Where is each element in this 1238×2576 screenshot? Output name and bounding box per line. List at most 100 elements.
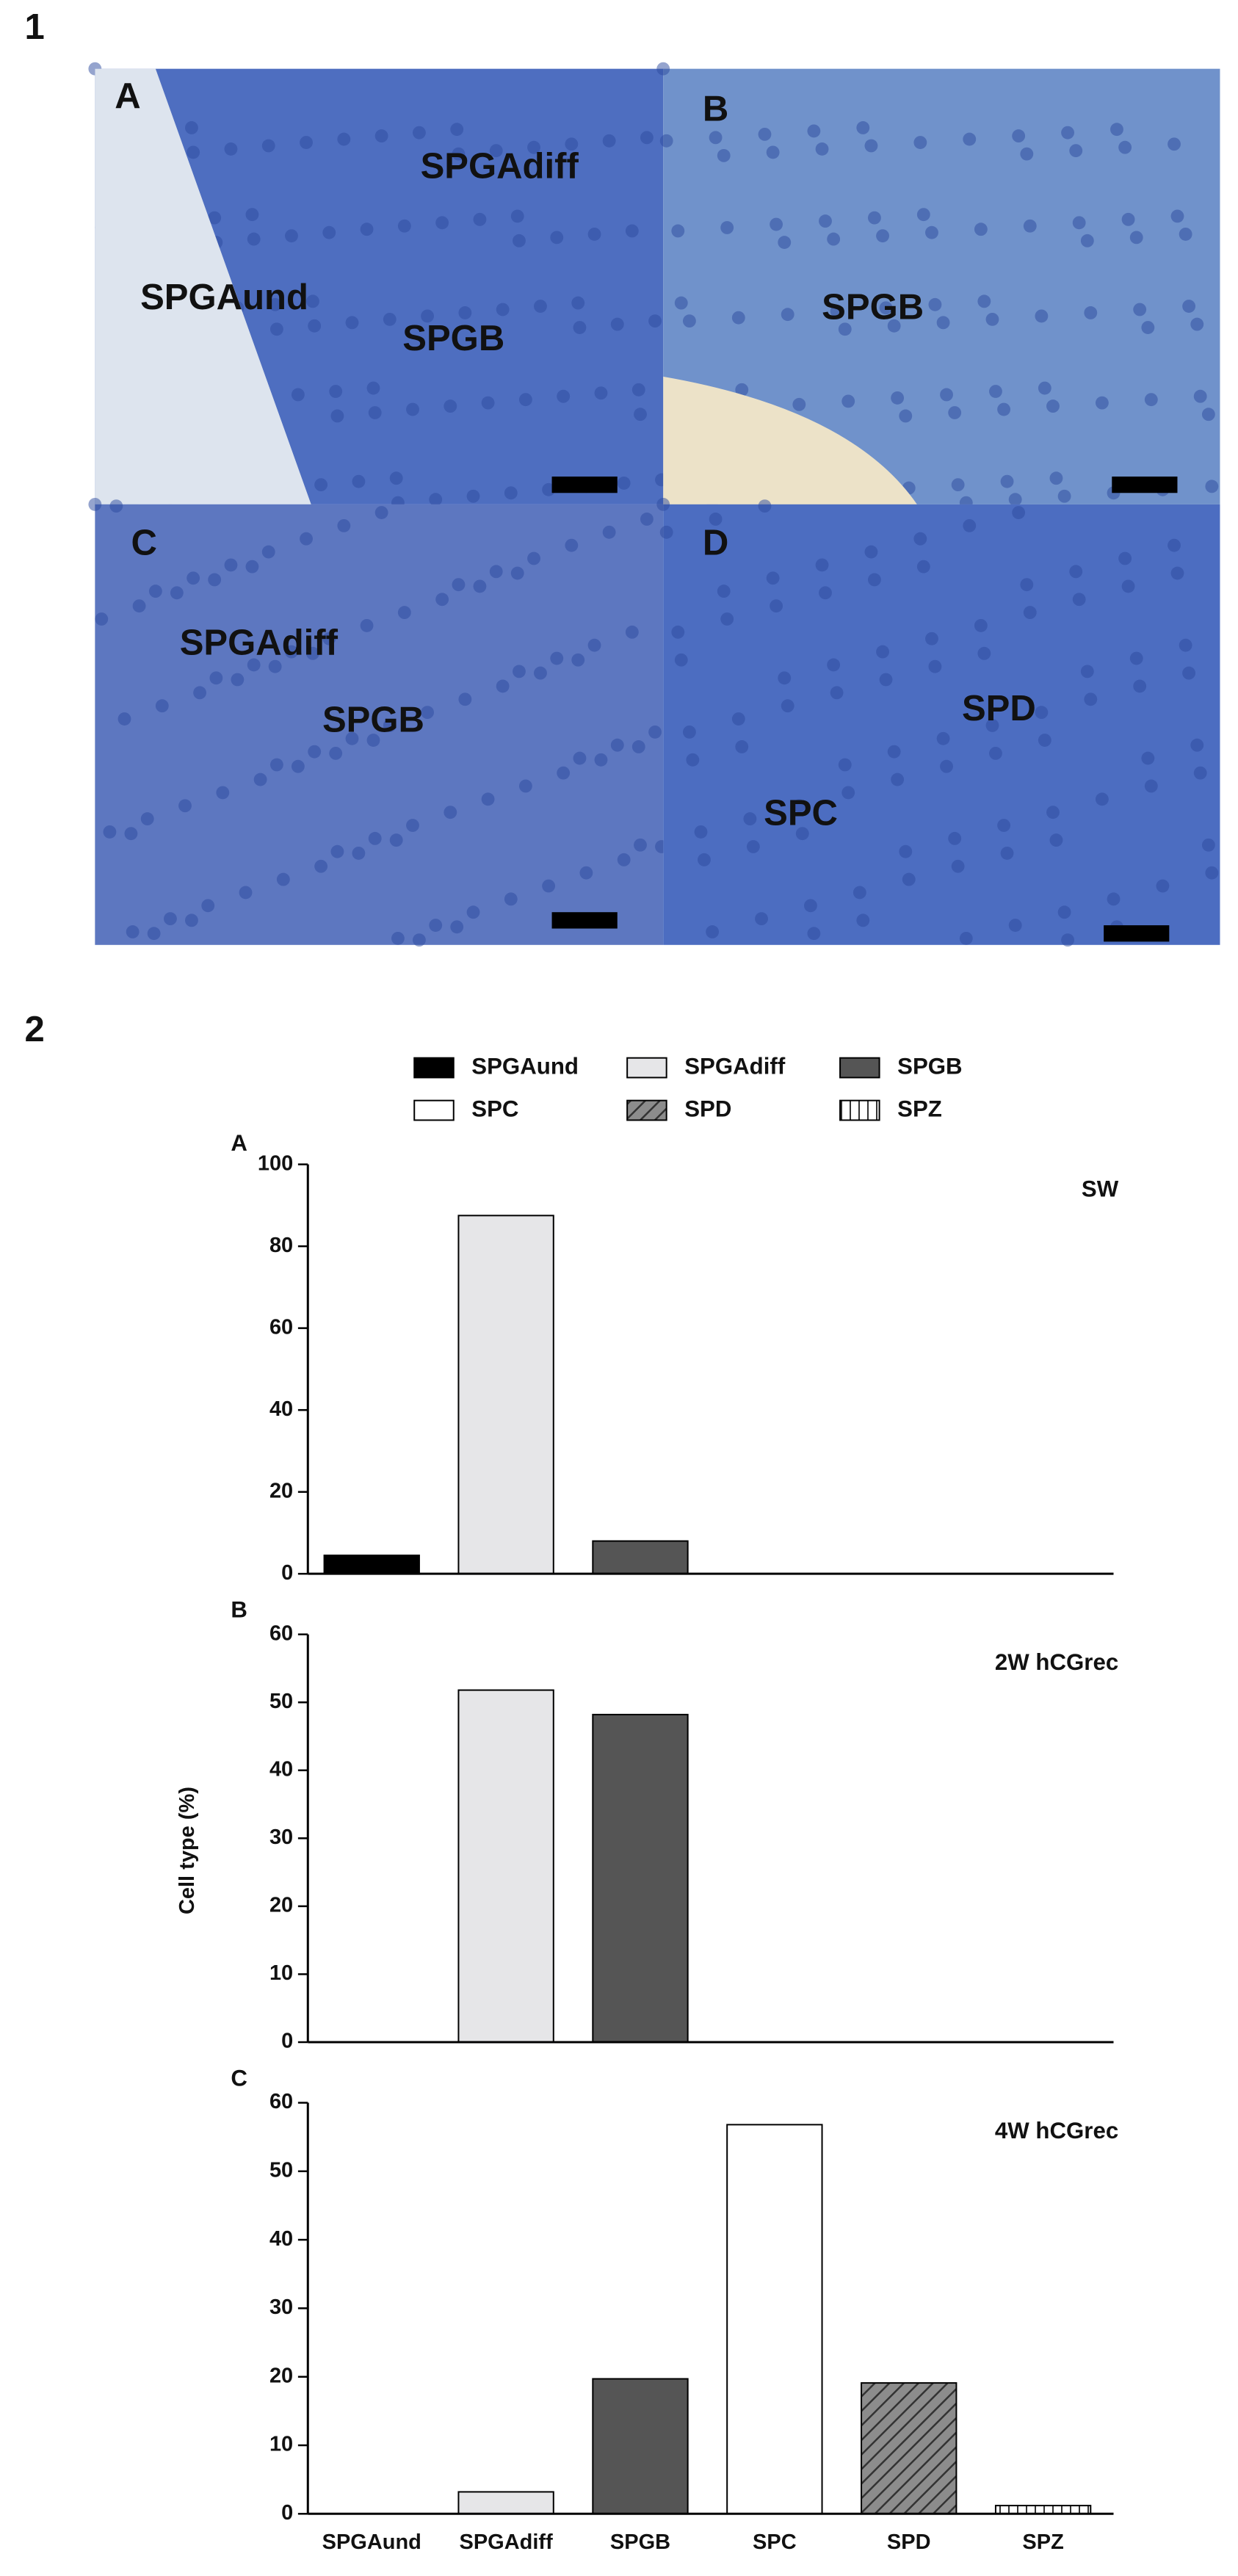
cell-texture — [706, 925, 720, 938]
cell-texture — [602, 525, 616, 539]
cell-texture — [1008, 493, 1022, 507]
cell-texture — [617, 853, 631, 866]
cell-texture — [435, 216, 449, 230]
y-tick-label: 30 — [269, 2295, 293, 2319]
cell-texture — [720, 612, 734, 626]
cell-label: SPGAdiff — [421, 147, 579, 187]
cell-texture — [1170, 209, 1184, 223]
figure-label: 1 — [24, 7, 44, 47]
cell-texture — [308, 319, 322, 333]
cell-texture — [435, 593, 449, 607]
cell-texture — [948, 406, 962, 419]
cell-texture — [209, 671, 223, 685]
cell-texture — [974, 222, 988, 236]
cell-texture — [671, 625, 685, 639]
micrograph-image — [663, 504, 1220, 945]
cell-texture — [253, 773, 267, 786]
cell-texture — [625, 625, 639, 639]
cell-texture — [518, 393, 532, 407]
panel-letter: D — [703, 524, 728, 563]
cell-texture — [770, 599, 783, 613]
cell-texture — [1012, 129, 1026, 143]
cell-texture — [1069, 565, 1083, 579]
cell-texture — [698, 853, 711, 866]
cell-texture — [1095, 396, 1109, 410]
cell-label: SPGB — [322, 700, 424, 739]
cell-texture — [1069, 144, 1083, 158]
cell-texture — [1012, 506, 1026, 519]
cell-texture — [322, 632, 336, 645]
scale-bar — [551, 912, 618, 929]
cell-texture — [640, 131, 654, 145]
cell-texture — [1133, 303, 1147, 316]
cell-texture — [1141, 321, 1155, 334]
cell-texture — [717, 148, 731, 162]
cell-label: SPD — [962, 689, 1036, 728]
legend-swatch — [839, 1099, 880, 1121]
cell-texture — [709, 131, 723, 145]
cell-texture — [314, 478, 328, 492]
cell-texture — [268, 659, 282, 673]
y-axis-label: Cell type (%) — [175, 1787, 199, 1914]
cell-texture — [269, 758, 283, 772]
cell-texture — [542, 482, 556, 496]
cell-texture — [671, 224, 685, 238]
cell-texture — [1205, 866, 1219, 880]
legend-label: SPGAund — [471, 1053, 579, 1079]
cell-texture — [421, 706, 434, 720]
y-tick-label: 40 — [269, 1397, 293, 1421]
cell-texture — [374, 506, 388, 519]
cell-texture — [686, 753, 700, 767]
cell-texture — [625, 224, 639, 238]
cell-texture — [792, 799, 806, 813]
cell-texture — [413, 126, 426, 140]
cell-texture — [406, 819, 419, 832]
cell-texture — [819, 214, 832, 228]
cell-texture — [513, 665, 526, 679]
cell-label: SPGAund — [140, 278, 308, 317]
cell-texture — [276, 872, 290, 886]
cell-texture — [1080, 234, 1094, 247]
cell-texture — [985, 719, 999, 732]
cell-texture — [766, 571, 780, 585]
panel-letter: C — [231, 2066, 247, 2091]
cell-texture — [557, 389, 571, 403]
chart-title: 2W hCGrec — [995, 1649, 1118, 1675]
cell-texture — [827, 232, 841, 246]
cell-texture — [1080, 665, 1094, 679]
y-tick-label: 60 — [269, 1315, 293, 1339]
micrograph-panel: C SPGAdiff SPGB — [88, 497, 668, 947]
cell-texture — [571, 653, 585, 667]
cell-texture — [1046, 399, 1060, 413]
cell-texture — [1049, 471, 1063, 485]
y-tick-label: 50 — [269, 2158, 293, 2182]
legend-label: SPC — [471, 1096, 518, 1121]
cell-texture — [876, 229, 889, 243]
cell-texture — [330, 409, 344, 423]
cell-texture — [550, 231, 564, 245]
cell-texture — [864, 545, 878, 559]
cell-texture — [1156, 879, 1170, 893]
cell-texture — [389, 471, 403, 485]
cell-texture — [391, 931, 405, 945]
cell-texture — [374, 129, 388, 143]
cell-texture — [269, 322, 283, 336]
cell-texture — [185, 913, 198, 927]
cell-texture — [891, 391, 905, 405]
cell-texture — [224, 558, 238, 572]
cell-label: SPGB — [402, 319, 504, 358]
cell-texture — [959, 931, 973, 945]
cell-texture — [1023, 606, 1037, 619]
y-tick-label: 20 — [269, 1479, 293, 1502]
cell-texture — [352, 474, 366, 488]
cell-texture — [770, 217, 783, 231]
cell-texture — [148, 585, 162, 598]
cell-texture — [709, 513, 723, 526]
cell-texture — [429, 919, 443, 932]
cell-texture — [758, 127, 772, 141]
cell-texture — [329, 746, 343, 760]
cell-texture — [1168, 137, 1181, 151]
y-tick-label: 10 — [269, 1961, 293, 1985]
cell-texture — [948, 831, 962, 845]
